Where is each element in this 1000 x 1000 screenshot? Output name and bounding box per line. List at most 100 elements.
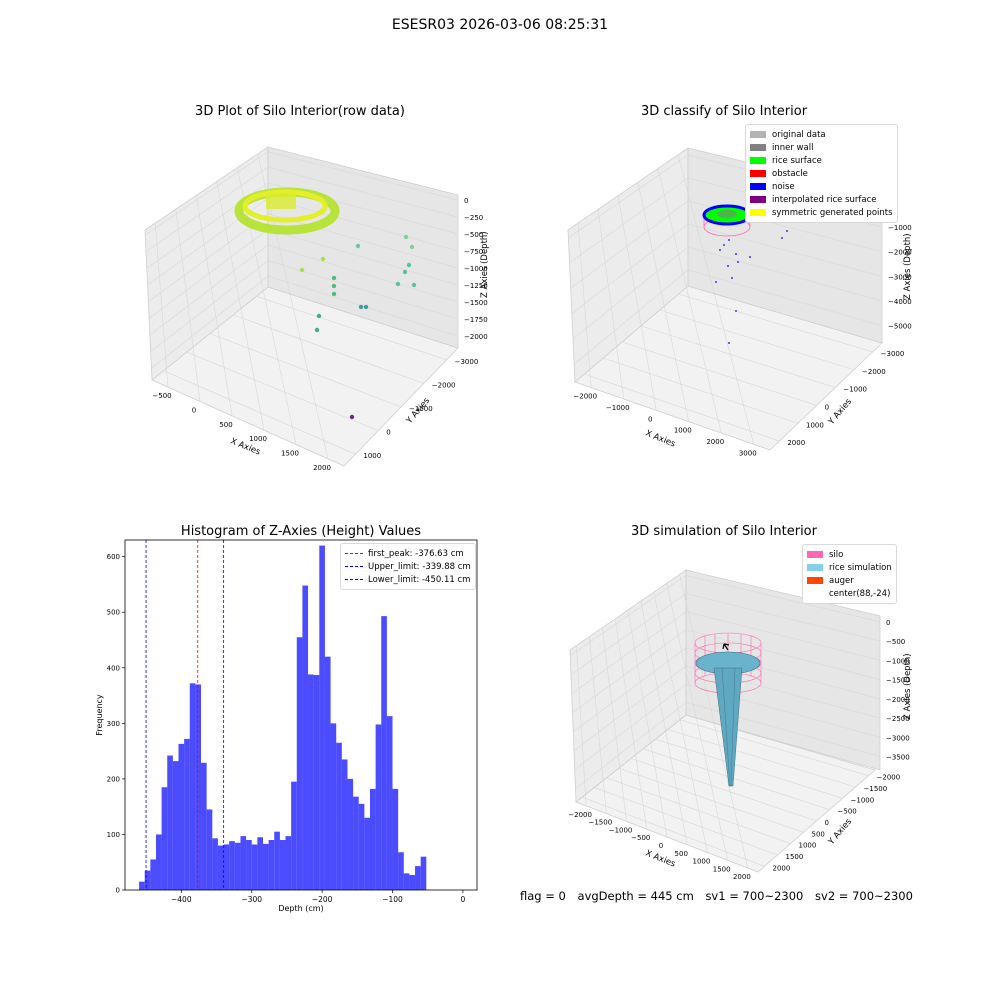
z-tick-label: −500	[464, 231, 483, 239]
legend-swatch	[807, 577, 823, 584]
histogram-bar	[415, 866, 421, 890]
z-tick-label: −1000	[464, 265, 488, 273]
histogram-bar	[234, 842, 241, 890]
legend-line	[345, 579, 363, 580]
noise-point	[715, 281, 717, 283]
y-tick-label: 0	[386, 429, 390, 437]
x-tick-label: 1000	[674, 427, 692, 435]
z-tick-label: −2000	[464, 333, 488, 341]
data-point	[320, 256, 326, 262]
histogram-bar	[330, 723, 337, 890]
histogram-bar	[302, 585, 309, 890]
histogram-bar	[358, 803, 365, 890]
histogram-bar	[353, 796, 359, 890]
noise-point	[731, 277, 733, 279]
data-point	[349, 414, 355, 420]
data-point	[409, 244, 415, 250]
noise-point	[737, 261, 739, 263]
panel4-ylabel: Y Axies	[826, 817, 854, 848]
panel4-rice-surface	[695, 643, 761, 787]
legend-label: center(88,-24)	[829, 588, 891, 599]
histogram-bar	[347, 778, 354, 890]
histogram-bar	[172, 761, 179, 890]
histogram-bar	[403, 873, 410, 890]
y-tick-label: −1500	[864, 785, 888, 793]
legend-swatch	[750, 170, 766, 177]
x-tick-label: 0	[659, 842, 663, 850]
panel3-ylabel: Frequency	[95, 694, 104, 736]
y-tick-label: 2000	[787, 439, 805, 447]
z-tick-label: −2500	[886, 715, 910, 723]
panel4-xlabel: X Axies	[644, 849, 677, 870]
histogram-bar	[409, 875, 416, 890]
data-point	[316, 313, 322, 319]
histogram-bar	[161, 787, 168, 890]
noise-point	[723, 244, 725, 246]
data-point	[402, 269, 408, 275]
y-tick-label: −1000	[843, 386, 867, 394]
legend-swatch	[807, 551, 823, 558]
z-tick-label: −1500	[886, 677, 910, 685]
data-point	[331, 291, 337, 297]
x-tick-label: 0	[461, 895, 466, 904]
histogram-bar	[167, 755, 173, 890]
x-tick-label: −1500	[588, 819, 612, 827]
y-tick-label: 0	[825, 403, 829, 411]
noise-point	[735, 253, 737, 255]
x-tick-label: −200	[312, 895, 333, 904]
y-tick-label: −500	[838, 808, 857, 816]
histogram-bar	[195, 684, 202, 890]
panel3-xlabel: Depth (cm)	[278, 904, 323, 913]
legend-swatch	[807, 590, 823, 597]
histogram-bar	[229, 841, 235, 890]
y-tick-label: 200	[107, 775, 120, 783]
data-point	[403, 234, 409, 240]
y-tick-label: 1000	[806, 421, 824, 429]
x-tick-label: −1000	[606, 404, 630, 412]
noise-point	[781, 237, 783, 239]
noise-point	[786, 230, 788, 232]
x-tick-label: 1500	[713, 865, 731, 873]
data-point	[299, 267, 305, 273]
y-tick-label: 400	[107, 664, 120, 672]
y-tick-label: 100	[107, 831, 120, 839]
histogram-bar	[240, 836, 247, 890]
y-tick-label: 1500	[786, 853, 804, 861]
z-tick-label: −5000	[888, 323, 912, 331]
histogram-bar	[392, 788, 399, 890]
histogram-bar	[184, 738, 190, 890]
histogram-bar	[144, 870, 151, 890]
legend-label: inner wall	[772, 142, 814, 153]
x-tick-label: −500	[152, 392, 171, 400]
y-tick-label: −2000	[877, 774, 901, 782]
y-tick-label: −3000	[881, 350, 905, 358]
noise-point	[728, 342, 730, 344]
legend-entry: original data	[750, 128, 893, 141]
y-tick-label: 1000	[799, 842, 817, 850]
y-tick-label: 600	[107, 553, 120, 561]
noise-point	[735, 310, 737, 312]
z-tick-label: −3000	[888, 273, 912, 281]
histogram-bar	[420, 856, 427, 890]
x-tick-label: 0	[648, 415, 652, 423]
legend-swatch	[750, 131, 766, 138]
legend-entry: rice simulation	[807, 561, 892, 574]
x-tick-label: 0	[192, 407, 196, 415]
legend-entry: Lower_limit: -450.11 cm	[345, 573, 471, 586]
z-tick-label: 0	[886, 619, 890, 627]
legend-swatch	[750, 157, 766, 164]
histogram-bar	[268, 840, 275, 890]
data-point	[355, 243, 361, 249]
histogram-bar	[246, 840, 252, 890]
histogram-bar	[319, 545, 325, 890]
histogram-bar	[308, 674, 314, 890]
status-sv1: sv1 = 700~2300	[705, 889, 804, 903]
x-tick-label: 2000	[733, 873, 751, 881]
z-tick-label: −750	[464, 248, 483, 256]
legend-swatch	[750, 209, 766, 216]
histogram-bar	[251, 844, 258, 890]
x-tick-label: −100	[382, 895, 403, 904]
